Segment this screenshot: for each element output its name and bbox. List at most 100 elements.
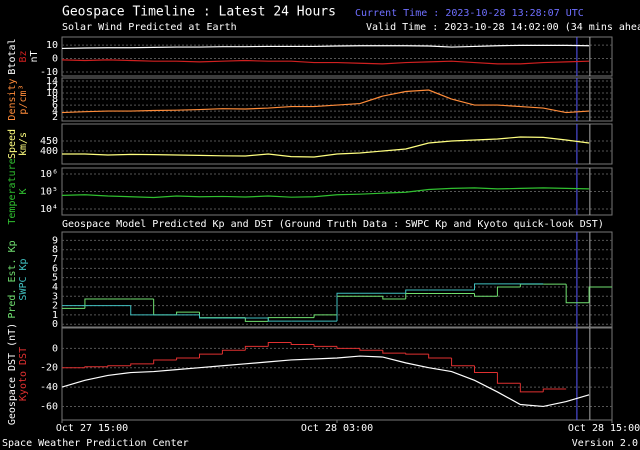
step-segment bbox=[451, 358, 475, 367]
panel-frame bbox=[61, 167, 613, 216]
y-tick-label: 400 bbox=[40, 146, 58, 157]
step-segment bbox=[153, 359, 177, 364]
current-value: 2023-10-28 13:28:07 bbox=[445, 8, 559, 19]
legend-label: Kyoto DST bbox=[18, 347, 29, 401]
step-segment bbox=[84, 366, 108, 368]
step-segment bbox=[382, 296, 406, 300]
y-tick-label: 12 bbox=[46, 82, 58, 93]
step-segment bbox=[244, 345, 269, 351]
step-segment bbox=[130, 305, 154, 316]
valid-note: (34 mins ahead) bbox=[565, 22, 640, 33]
subtitle: Solar Wind Predicted at Earth bbox=[62, 22, 237, 33]
y-tick-label: 14 bbox=[46, 76, 58, 87]
series-line bbox=[61, 89, 590, 114]
step-segment bbox=[496, 372, 521, 384]
y-tick-label: 10 bbox=[46, 40, 58, 51]
step-segment bbox=[267, 317, 292, 322]
y-tick-label: 7 bbox=[52, 254, 58, 265]
step-segment bbox=[474, 365, 498, 374]
valid-time: Valid Time : 2023-10-28 14:02:00 (34 min… bbox=[366, 22, 640, 33]
y-tick-label: -60 bbox=[40, 401, 58, 412]
step-segment bbox=[313, 314, 337, 318]
valid-value: 2023-10-28 14:02:00 bbox=[444, 22, 558, 33]
legend-label: Temperature bbox=[7, 158, 18, 224]
step-segment bbox=[565, 284, 590, 304]
y-tick-label: 450 bbox=[40, 136, 58, 147]
y-tick-label: 9 bbox=[52, 235, 58, 246]
step-segment bbox=[153, 299, 177, 316]
step-segment bbox=[176, 357, 200, 360]
legend-label: Speed bbox=[7, 129, 18, 159]
y-tick-label: 5 bbox=[52, 273, 58, 284]
step-segment bbox=[359, 348, 383, 351]
series-line bbox=[62, 136, 590, 158]
y-tick-label: 4 bbox=[52, 282, 58, 293]
y-tick-label: 10 bbox=[46, 88, 58, 99]
step-segment bbox=[336, 346, 360, 349]
x-tick-label: Oct 27 15:00 bbox=[56, 423, 128, 434]
step-segment bbox=[496, 286, 521, 297]
y-axis-unit: K bbox=[18, 188, 29, 194]
y-tick-label: 10⁴ bbox=[40, 204, 58, 215]
y-tick-label: 6 bbox=[52, 100, 58, 111]
step-segment bbox=[382, 350, 406, 354]
y-axis-unit: p/cm³ bbox=[18, 84, 29, 114]
step-segment bbox=[199, 353, 223, 359]
step-segment bbox=[176, 311, 200, 315]
step-segment bbox=[405, 292, 429, 300]
x-tick-label: Oct 28 03:00 bbox=[301, 423, 373, 434]
current-label: Current Time : bbox=[355, 8, 439, 19]
panel-frame bbox=[61, 231, 613, 328]
step-segment bbox=[221, 349, 246, 355]
y-tick-label: -10 bbox=[40, 67, 58, 78]
y-tick-label: 10⁶ bbox=[40, 169, 58, 180]
page-title: Geospace Timeline : Latest 24 Hours bbox=[62, 5, 336, 20]
step-segment bbox=[313, 344, 337, 347]
panel-frame bbox=[61, 123, 613, 165]
step-segment bbox=[542, 388, 567, 392]
y-tick-label: 4 bbox=[52, 106, 58, 117]
step-segment bbox=[428, 354, 452, 359]
step-segment bbox=[336, 295, 360, 315]
step-segment bbox=[405, 289, 429, 294]
step-segment bbox=[474, 283, 498, 291]
legend-label: Pred. Est. Kp bbox=[7, 240, 18, 318]
legend-label: Geospace DST (nT) bbox=[7, 323, 18, 425]
y-tick-label: 1 bbox=[52, 310, 58, 321]
section-title: Geospace Model Predicted Kp and DST (Gro… bbox=[62, 219, 604, 230]
y-tick-label: 10⁵ bbox=[40, 186, 58, 197]
series-line bbox=[61, 59, 590, 65]
y-tick-label: -40 bbox=[40, 382, 58, 393]
current-time: Current Time : 2023-10-28 13:28:07 UTC bbox=[355, 8, 584, 19]
series-line bbox=[61, 355, 590, 408]
step-segment bbox=[130, 363, 154, 366]
legend-label: Density bbox=[7, 78, 18, 120]
panel-frame bbox=[61, 36, 613, 77]
series-line bbox=[61, 187, 590, 199]
y-tick-label: 3 bbox=[52, 291, 58, 302]
step-segment bbox=[267, 342, 292, 347]
legend-label: Btotal bbox=[7, 38, 18, 74]
y-axis-unit: km/s bbox=[18, 132, 29, 156]
x-tick-label: Oct 28 15:00 bbox=[568, 423, 640, 434]
y-tick-label: -20 bbox=[40, 363, 58, 374]
current-tz: UTC bbox=[566, 8, 584, 19]
footer-right: Version 2.0 bbox=[572, 438, 638, 449]
step-segment bbox=[519, 383, 544, 393]
step-segment bbox=[107, 365, 131, 367]
step-segment bbox=[290, 342, 315, 345]
step-segment bbox=[588, 286, 612, 303]
footer-left: Space Weather Prediction Center bbox=[2, 438, 189, 449]
y-tick-label: 2 bbox=[52, 112, 58, 123]
y-tick-label: 0 bbox=[52, 319, 58, 330]
y-tick-label: 2 bbox=[52, 301, 58, 312]
legend-label: SWPC Kp bbox=[18, 258, 29, 300]
y-axis-unit: nT bbox=[29, 50, 40, 62]
step-segment bbox=[199, 314, 223, 319]
legend-label: Bz bbox=[18, 50, 29, 62]
y-tick-label: 6 bbox=[52, 263, 58, 274]
step-segment bbox=[474, 293, 498, 297]
step-segment bbox=[244, 317, 269, 322]
series-line bbox=[61, 44, 590, 50]
